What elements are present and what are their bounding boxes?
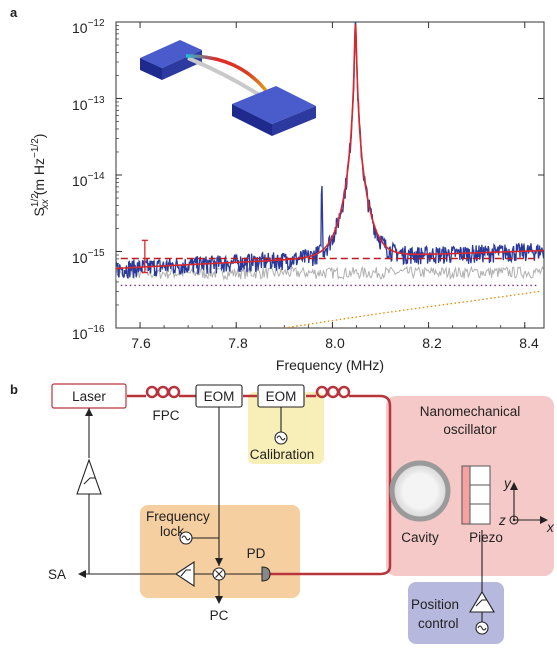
pd-label: PD: [247, 546, 266, 561]
cavity-label: Cavity: [401, 530, 439, 545]
piezo-label: Piezo: [469, 530, 503, 545]
y-tick-label-1e-16: 10−16: [72, 324, 105, 342]
axis-y-label: y: [503, 476, 512, 491]
frequency-lock-label-2: lock: [160, 524, 184, 539]
y-tick-label-1e-14: 10−14: [72, 171, 105, 189]
panel-b-label: b: [10, 382, 18, 397]
sa-label: SA: [48, 567, 66, 582]
nanomechanical-label-2: oscillator: [443, 422, 497, 437]
coordinate-axes: [509, 486, 544, 525]
sample-icon: [461, 465, 471, 525]
x-tick-label-7.6: 7.6: [131, 335, 151, 351]
calibration-region: [248, 392, 324, 464]
piezo-icon: [469, 465, 491, 525]
photodiode-icon: [261, 566, 271, 582]
position-control-label-1: Position: [411, 597, 459, 612]
y-tick-label-1e-15: 10−15: [72, 248, 105, 266]
amplifier-icon-lock: [175, 560, 195, 588]
series-backaction: [284, 290, 540, 328]
x-tick-labels: 7.6 7.8 8.0 8.2 8.4: [131, 335, 539, 351]
x-tick-label-8.0: 8.0: [325, 335, 345, 351]
eom-1-label: EOM: [204, 389, 235, 404]
plot-area: [116, 22, 544, 328]
axis-x-label: x: [546, 520, 555, 535]
panel-a-label: a: [10, 5, 18, 20]
y-tick-label-1e-13: 10−13: [72, 95, 105, 113]
amplifier-icon-position: [469, 590, 495, 613]
frequency-lock-label-1: Frequency: [146, 509, 210, 524]
x-tick-label-7.8: 7.8: [228, 335, 248, 351]
axis-ticks: [116, 21, 544, 329]
nanomechanical-label-1: Nanomechanical: [420, 404, 521, 419]
calibration-label: Calibration: [250, 447, 315, 462]
axis-z-label: z: [498, 513, 506, 528]
position-control-label-2: control: [418, 616, 459, 631]
y-tick-labels: 10−12 10−13 10−14 10−15 10−16: [72, 18, 105, 342]
fpc-label: FPC: [153, 408, 180, 423]
x-tick-label-8.2: 8.2: [422, 335, 442, 351]
x-tick-label-8.4: 8.4: [519, 335, 539, 351]
series-fit: [116, 24, 544, 270]
cavity-icon: [389, 460, 451, 522]
x-axis-title: Frequency (MHz): [276, 357, 384, 373]
y-tick-label-1e-12: 10−12: [72, 18, 105, 36]
position-control-region: [408, 582, 504, 644]
y-axis-title: S1/2xx (m Hz−1/2): [30, 134, 51, 217]
laser-label: Laser: [72, 389, 106, 404]
series-measured: [116, 22, 544, 279]
beam-simulation-inset: [140, 40, 316, 136]
eom-2-label: EOM: [266, 389, 297, 404]
pc-label: PC: [210, 608, 229, 623]
amplifier-icon-sa: [76, 458, 102, 495]
